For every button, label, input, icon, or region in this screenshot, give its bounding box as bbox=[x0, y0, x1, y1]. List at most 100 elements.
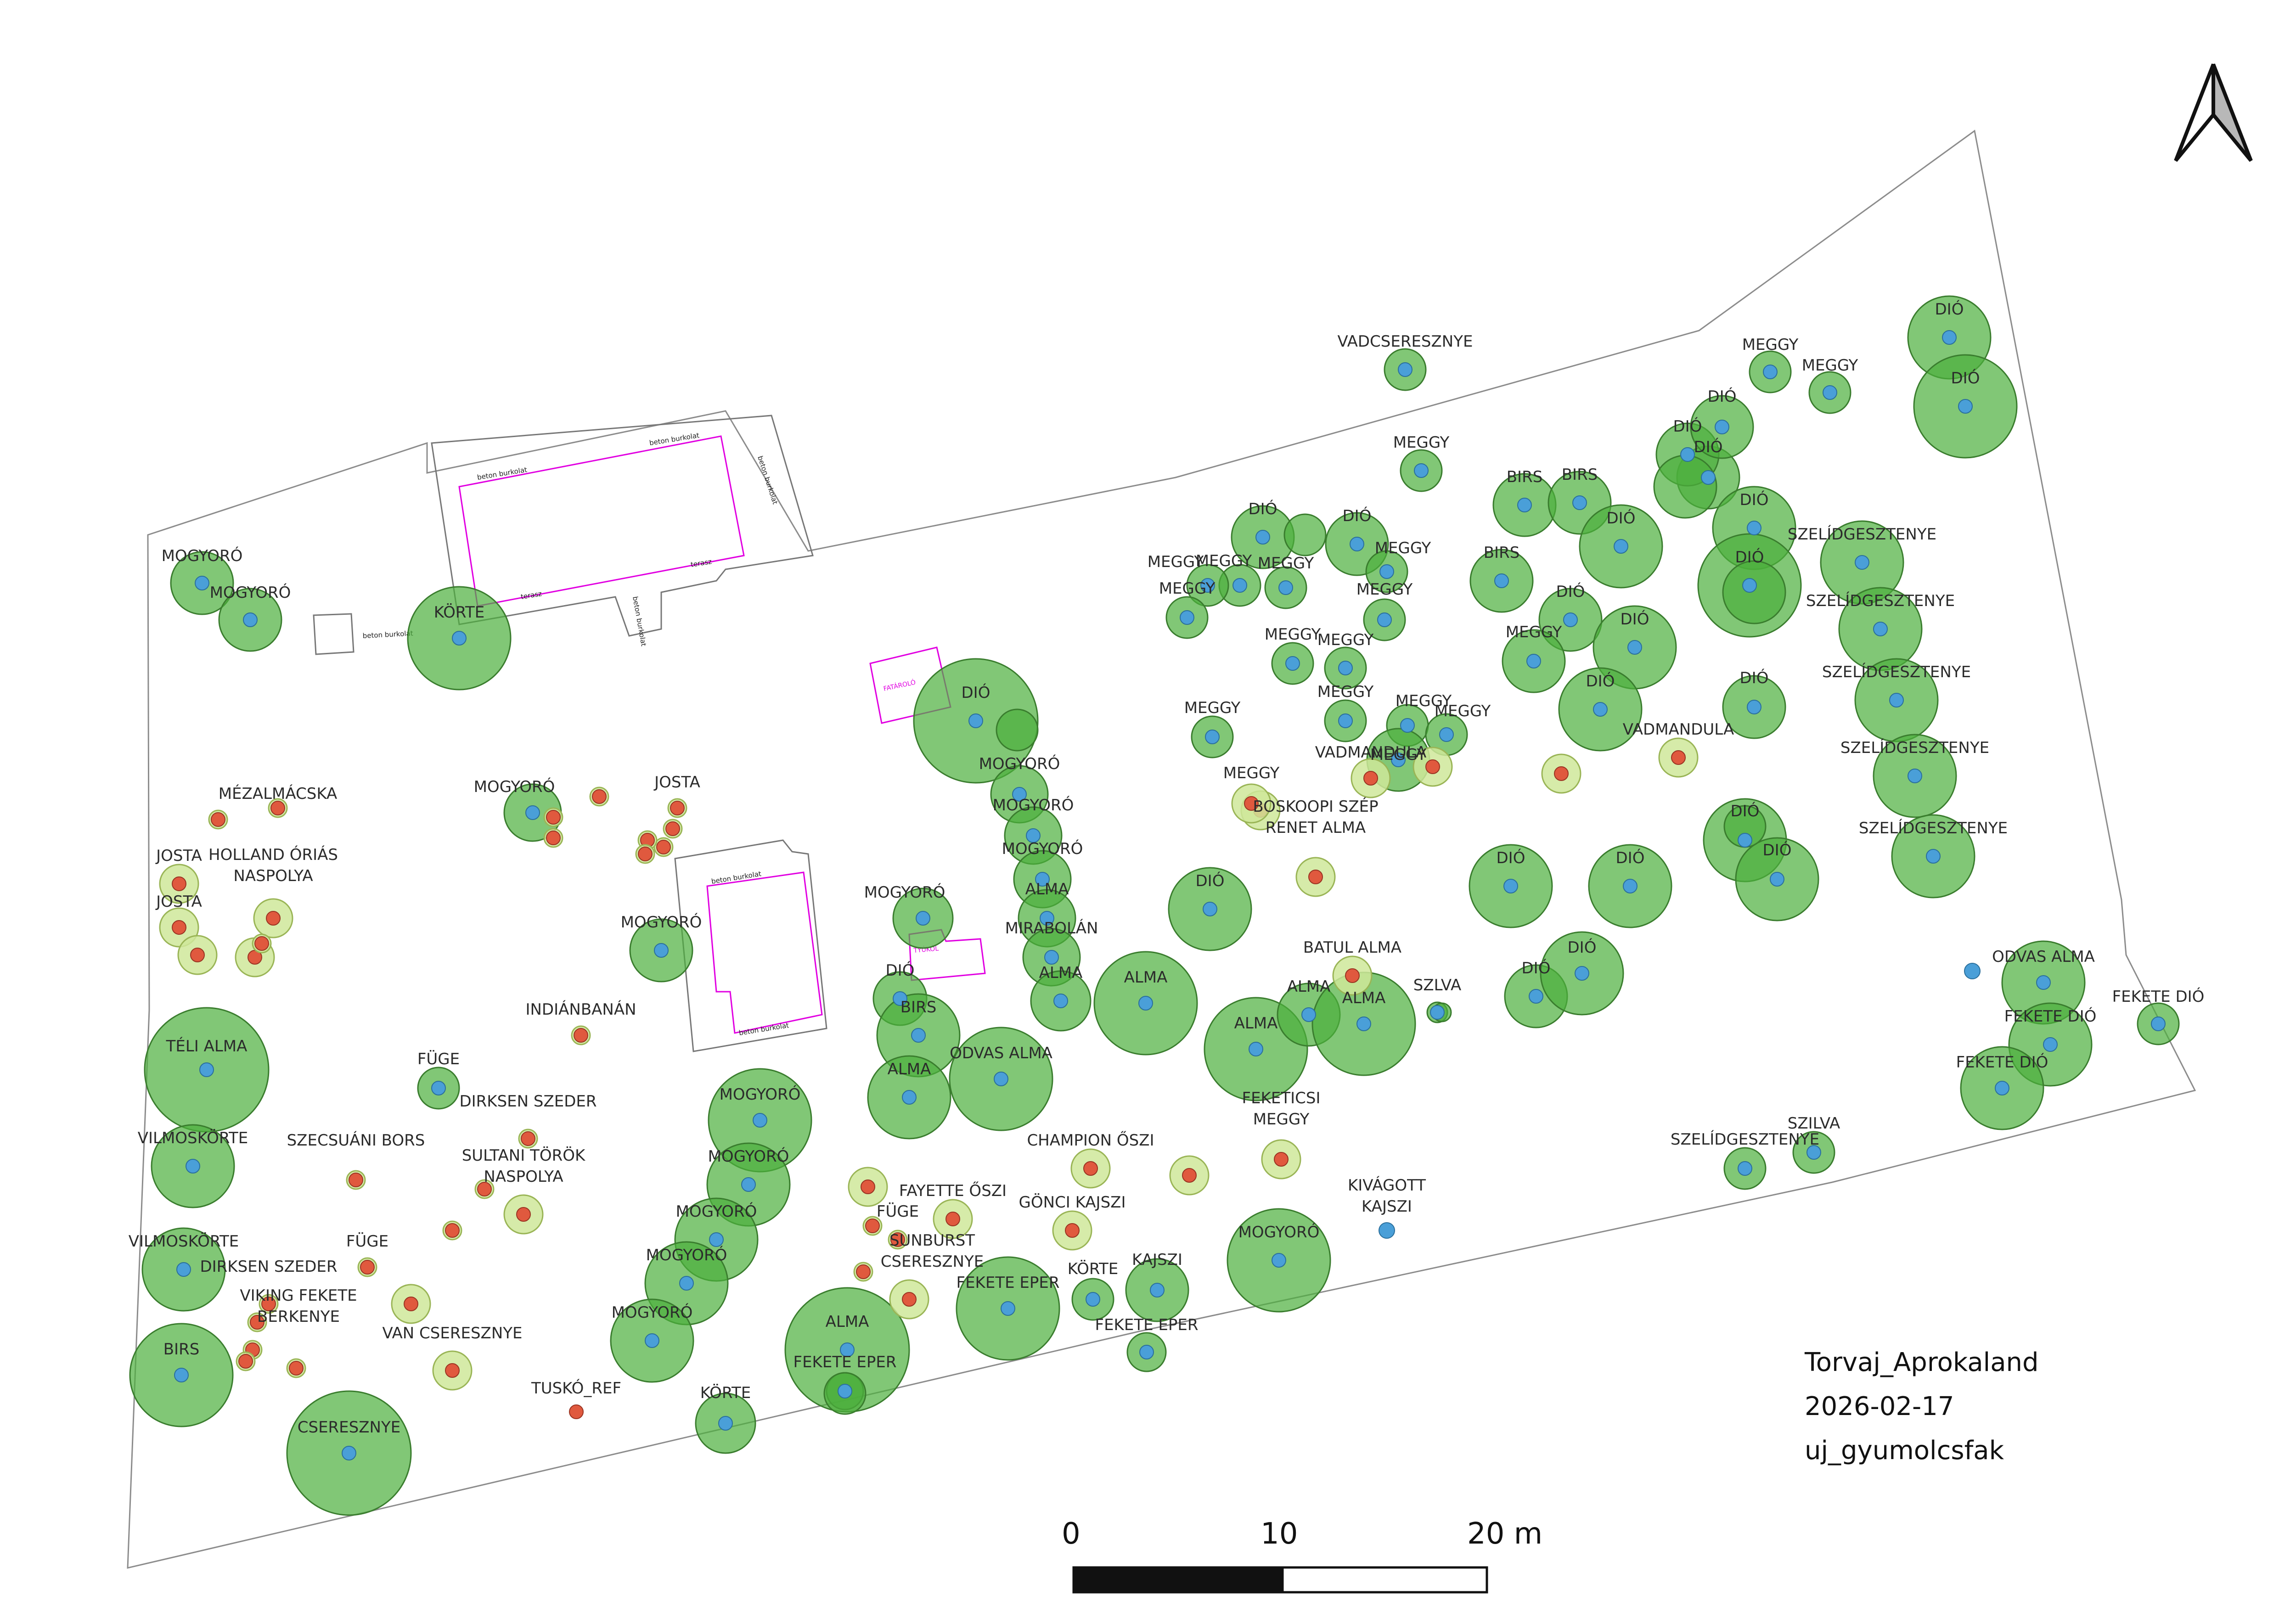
new-tree-point[interactable] bbox=[477, 1182, 492, 1196]
tree-point[interactable] bbox=[840, 1342, 855, 1357]
tree-point[interactable] bbox=[1823, 385, 1837, 400]
tree-point[interactable] bbox=[452, 631, 467, 646]
new-tree-point[interactable] bbox=[665, 821, 680, 836]
tree-point[interactable] bbox=[1806, 1145, 1821, 1160]
tree-point[interactable] bbox=[1249, 1042, 1263, 1056]
tree-point[interactable] bbox=[1627, 640, 1642, 655]
tree-point[interactable] bbox=[1379, 564, 1394, 579]
marker-point[interactable] bbox=[1964, 963, 1981, 979]
tree-point[interactable] bbox=[1593, 702, 1608, 717]
tree-point[interactable] bbox=[1400, 718, 1415, 733]
new-tree-point[interactable] bbox=[1244, 796, 1259, 811]
new-tree-point[interactable] bbox=[902, 1292, 917, 1307]
tree-point[interactable] bbox=[1995, 1081, 2009, 1095]
tree-point[interactable] bbox=[1338, 661, 1353, 675]
tree-point[interactable] bbox=[1439, 727, 1454, 742]
tree-point[interactable] bbox=[1958, 399, 1973, 414]
tree-point[interactable] bbox=[1414, 463, 1429, 478]
tree-point[interactable] bbox=[1529, 989, 1543, 1004]
tree-point[interactable] bbox=[1908, 769, 1922, 783]
tree-point[interactable] bbox=[1040, 911, 1054, 926]
new-tree-point[interactable] bbox=[546, 810, 561, 825]
tree-point[interactable] bbox=[199, 1062, 214, 1077]
tree-point[interactable] bbox=[911, 1028, 926, 1043]
tree-point[interactable] bbox=[1738, 833, 1752, 848]
tree-point[interactable] bbox=[1742, 578, 1757, 593]
tree-point[interactable] bbox=[1026, 828, 1041, 843]
tree-point[interactable] bbox=[753, 1113, 767, 1128]
tree-point[interactable] bbox=[1150, 1283, 1165, 1297]
tree-point[interactable] bbox=[1301, 1007, 1316, 1022]
new-tree-point[interactable] bbox=[1308, 870, 1323, 884]
new-tree-point[interactable] bbox=[261, 1297, 276, 1311]
new-tree-point[interactable] bbox=[546, 831, 561, 845]
new-tree-point[interactable] bbox=[289, 1361, 304, 1376]
tree-point[interactable] bbox=[1350, 537, 1364, 551]
tree-point[interactable] bbox=[1526, 654, 1541, 668]
tree-point[interactable] bbox=[1701, 470, 1716, 485]
new-tree-point[interactable] bbox=[445, 1223, 460, 1238]
new-tree-point[interactable] bbox=[1363, 771, 1378, 786]
tree-point[interactable] bbox=[1035, 872, 1050, 887]
marker-point[interactable] bbox=[1379, 1222, 1395, 1239]
new-tree-point[interactable] bbox=[360, 1260, 375, 1275]
tree-point[interactable] bbox=[1770, 872, 1784, 887]
new-tree-point[interactable] bbox=[404, 1297, 418, 1311]
tree-point[interactable] bbox=[1715, 420, 1729, 434]
new-tree-point[interactable] bbox=[270, 801, 285, 815]
tree-point[interactable] bbox=[1138, 996, 1153, 1011]
tree-point[interactable] bbox=[1001, 1301, 1015, 1316]
tree-point[interactable] bbox=[679, 1276, 694, 1291]
new-tree-point[interactable] bbox=[1182, 1168, 1197, 1183]
tree-point[interactable] bbox=[174, 1368, 189, 1382]
tree-point[interactable] bbox=[1086, 1292, 1100, 1307]
tree-point[interactable] bbox=[1572, 495, 1587, 510]
tree-point[interactable] bbox=[1398, 362, 1412, 377]
tree-point[interactable] bbox=[2043, 1037, 2058, 1052]
new-tree-point[interactable] bbox=[516, 1207, 531, 1222]
tree-point[interactable] bbox=[1053, 994, 1068, 1008]
tree-point[interactable] bbox=[718, 1416, 733, 1431]
tree-point[interactable] bbox=[1356, 1016, 1371, 1031]
tree-point[interactable] bbox=[2151, 1016, 2166, 1031]
tree-point[interactable] bbox=[1139, 1345, 1154, 1359]
tree-point[interactable] bbox=[1205, 730, 1220, 744]
tree-point[interactable] bbox=[1680, 447, 1695, 462]
tree-point[interactable] bbox=[893, 991, 907, 1006]
tree-point[interactable] bbox=[1873, 622, 1888, 636]
tree-point[interactable] bbox=[243, 612, 258, 627]
tree-point[interactable] bbox=[654, 943, 669, 958]
tree-point[interactable] bbox=[1503, 879, 1518, 893]
new-tree-point[interactable] bbox=[574, 1028, 588, 1043]
new-tree-point[interactable] bbox=[521, 1131, 535, 1146]
new-tree-point[interactable] bbox=[856, 1264, 871, 1279]
new-tree-point[interactable] bbox=[266, 911, 281, 926]
tree-point[interactable] bbox=[1200, 578, 1215, 593]
tree-canopy[interactable] bbox=[1722, 560, 1786, 624]
tree-point[interactable] bbox=[186, 1159, 200, 1174]
new-tree-point[interactable] bbox=[1554, 766, 1569, 781]
tree-point[interactable] bbox=[1889, 693, 1904, 708]
tree-point[interactable] bbox=[1494, 573, 1509, 588]
tree-point[interactable] bbox=[1012, 787, 1027, 802]
tree-point[interactable] bbox=[1747, 521, 1761, 535]
tree-point[interactable] bbox=[1563, 612, 1578, 627]
tree-point[interactable] bbox=[1338, 713, 1353, 728]
tree-point[interactable] bbox=[525, 805, 540, 820]
new-tree-point[interactable] bbox=[592, 789, 607, 804]
tree-point[interactable] bbox=[1272, 1253, 1286, 1268]
tree-point[interactable] bbox=[1255, 530, 1270, 545]
tree-point[interactable] bbox=[431, 1081, 446, 1095]
new-tree-point[interactable] bbox=[656, 840, 671, 854]
tree-point[interactable] bbox=[1285, 656, 1300, 671]
tree-point[interactable] bbox=[968, 713, 983, 728]
new-tree-point[interactable] bbox=[1083, 1161, 1098, 1176]
new-tree-point[interactable] bbox=[569, 1404, 584, 1419]
tree-canopy[interactable] bbox=[1283, 513, 1327, 556]
new-tree-point[interactable] bbox=[670, 801, 685, 815]
tree-point[interactable] bbox=[709, 1232, 724, 1247]
new-tree-point[interactable] bbox=[890, 1232, 905, 1247]
tree-point[interactable] bbox=[1942, 330, 1957, 345]
tree-point[interactable] bbox=[902, 1090, 917, 1105]
new-tree-point[interactable] bbox=[861, 1179, 875, 1194]
